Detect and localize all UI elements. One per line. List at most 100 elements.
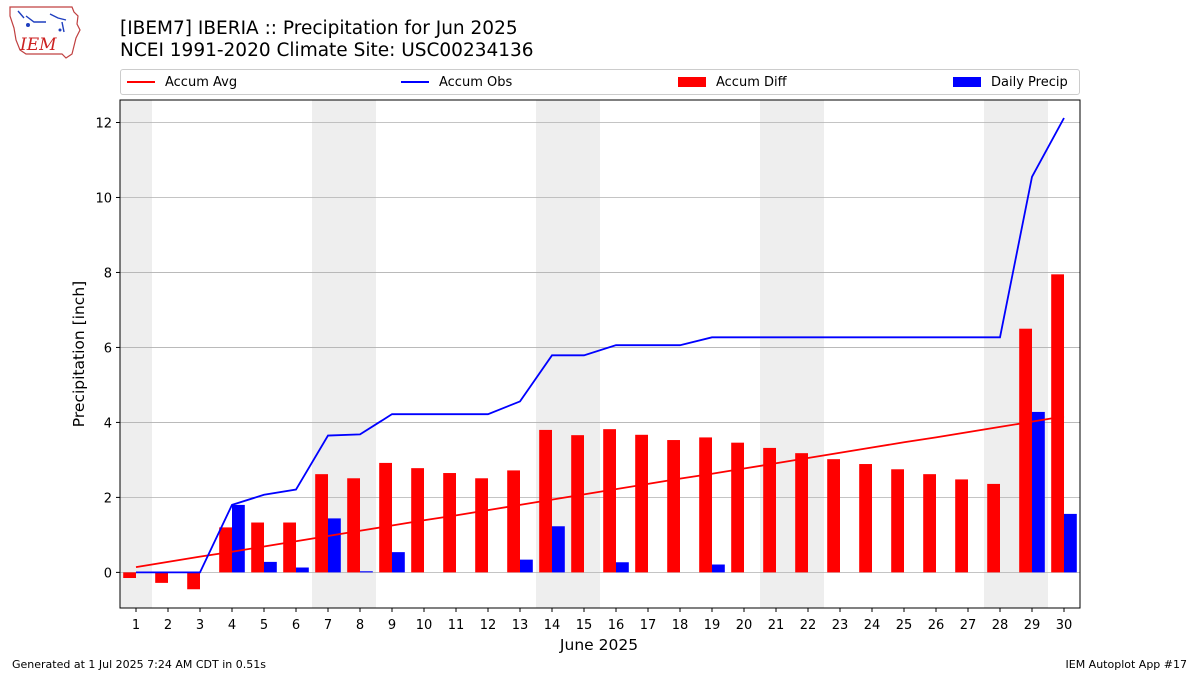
legend-swatch-accum-avg — [127, 81, 155, 83]
weekend-shade-day-21 — [760, 100, 792, 608]
daily-precip-bar-day-30 — [1064, 513, 1077, 573]
accum-diff-bar-day-14 — [539, 429, 552, 573]
x-tick-label-25: 25 — [896, 618, 913, 633]
chart-title: [IBEM7] IBERIA :: Precipitation for Jun … — [120, 18, 534, 62]
x-tick-label-8: 8 — [356, 618, 364, 633]
daily-precip-bar-day-5 — [264, 561, 277, 573]
legend-label-accum-diff: Accum Diff — [716, 74, 787, 90]
footer-generated: Generated at 1 Jul 2025 7:24 AM CDT in 0… — [12, 658, 266, 671]
weekend-shade-day-22 — [792, 100, 824, 608]
accum-avg-line — [135, 415, 1065, 569]
accum-diff-bar-day-12 — [475, 478, 488, 573]
accum-diff-bar-day-19 — [699, 437, 712, 573]
daily-precip-bar-day-19 — [712, 564, 725, 573]
x-axis-label: June 2025 — [559, 636, 638, 654]
x-tick-label-24: 24 — [864, 618, 881, 633]
iem-logo: IEM — [9, 6, 81, 59]
accum-diff-bar-day-20 — [731, 442, 744, 573]
accum-diff-bar-day-10 — [411, 468, 424, 573]
x-tick-label-7: 7 — [324, 618, 332, 633]
daily-precip-bar-day-16 — [616, 562, 629, 573]
accum-diff-bar-day-5 — [251, 522, 264, 573]
accum-diff-bar-day-28 — [987, 483, 1000, 573]
y-tick-label-6: 6 — [104, 341, 112, 356]
legend-swatch-accum-obs — [401, 81, 429, 83]
x-tick-label-21: 21 — [768, 618, 785, 633]
accum-diff-bar-day-4 — [219, 527, 232, 573]
title-line-2: NCEI 1991-2020 Climate Site: USC00234136 — [120, 40, 534, 61]
y-tick-label-0: 0 — [104, 566, 112, 581]
accum-diff-bar-day-8 — [347, 478, 360, 573]
title-line-1: [IBEM7] IBERIA :: Precipitation for Jun … — [120, 18, 518, 39]
accum-diff-bar-day-18 — [667, 440, 680, 573]
accum-diff-bar-day-6 — [283, 522, 296, 573]
daily-precip-bar-day-4 — [232, 504, 245, 573]
x-tick-label-15: 15 — [576, 618, 593, 633]
accum-diff-bar-day-1 — [123, 572, 136, 579]
daily-precip-bar-day-14 — [552, 526, 565, 573]
accum-diff-bar-day-29 — [1019, 328, 1032, 573]
legend-item-daily-precip: Daily Precip — [953, 70, 1068, 94]
daily-precip-bar-day-8 — [360, 571, 373, 573]
x-tick-label-20: 20 — [736, 618, 753, 633]
x-tick-label-14: 14 — [544, 618, 561, 633]
x-tick-label-9: 9 — [388, 618, 396, 633]
x-tick-label-13: 13 — [512, 618, 529, 633]
y-tick-label-8: 8 — [104, 266, 112, 281]
daily-precip-bar-day-7 — [328, 518, 341, 573]
x-tick-label-17: 17 — [640, 618, 657, 633]
x-tick-label-22: 22 — [800, 618, 817, 633]
accum-diff-bar-day-9 — [379, 462, 392, 573]
accum-obs-line — [136, 117, 1065, 574]
y-tick-label-12: 12 — [95, 116, 112, 131]
accum-diff-bar-day-24 — [859, 464, 872, 573]
legend-item-accum-avg: Accum Avg — [127, 70, 237, 94]
x-tick-label-11: 11 — [448, 618, 465, 633]
accum-diff-bar-day-7 — [315, 474, 328, 573]
y-axis-label: Precipitation [inch] — [70, 281, 88, 427]
weekend-shade-day-14 — [536, 100, 568, 608]
accum-diff-bar-day-15 — [571, 435, 584, 573]
accum-diff-bar-day-2 — [155, 572, 168, 583]
daily-precip-bar-day-13 — [520, 559, 533, 573]
chart-legend: Accum Avg Accum Obs Accum Diff Daily Pre… — [120, 69, 1080, 95]
x-tick-label-2: 2 — [164, 618, 172, 633]
accum-diff-bar-day-16 — [603, 429, 616, 573]
x-tick-label-3: 3 — [196, 618, 204, 633]
accum-diff-bar-day-23 — [827, 459, 840, 573]
y-tick-label-4: 4 — [104, 416, 112, 431]
daily-precip-bar-day-9 — [392, 552, 405, 573]
weekend-shade-day-29 — [1016, 100, 1048, 608]
legend-swatch-daily-precip — [953, 77, 981, 87]
accum-diff-bar-day-3 — [187, 572, 200, 590]
x-tick-label-26: 26 — [928, 618, 945, 633]
x-tick-label-23: 23 — [832, 618, 849, 633]
x-tick-label-28: 28 — [992, 618, 1009, 633]
x-tick-label-16: 16 — [608, 618, 625, 633]
legend-label-accum-obs: Accum Obs — [439, 74, 513, 90]
logo-text: IEM — [19, 35, 57, 55]
daily-precip-bar-day-1 — [136, 571, 149, 573]
footer-app: IEM Autoplot App #17 — [1065, 658, 1188, 671]
y-tick-label-10: 10 — [95, 191, 112, 206]
accum-diff-bar-day-22 — [795, 453, 808, 573]
x-tick-label-30: 30 — [1056, 618, 1073, 633]
weekend-shade-day-1 — [120, 100, 152, 608]
grid-lines — [120, 122, 1080, 573]
daily-precip-bar-day-29 — [1032, 411, 1045, 573]
accum-diff-bar-day-30 — [1051, 274, 1064, 573]
x-tick-label-19: 19 — [704, 618, 721, 633]
x-tick-label-5: 5 — [260, 618, 268, 633]
legend-label-daily-precip: Daily Precip — [991, 74, 1068, 90]
accum-diff-bar-day-17 — [635, 434, 648, 573]
legend-swatch-accum-diff — [678, 77, 706, 87]
x-tick-label-1: 1 — [132, 618, 140, 633]
x-tick-label-12: 12 — [480, 618, 497, 633]
x-tick-label-4: 4 — [228, 618, 236, 633]
x-tick-label-6: 6 — [292, 618, 300, 633]
accum-diff-bar-day-13 — [507, 470, 520, 573]
x-tick-label-10: 10 — [416, 618, 433, 633]
daily-precip-bar-day-6 — [296, 567, 309, 573]
accum-diff-bar-day-11 — [443, 473, 456, 573]
